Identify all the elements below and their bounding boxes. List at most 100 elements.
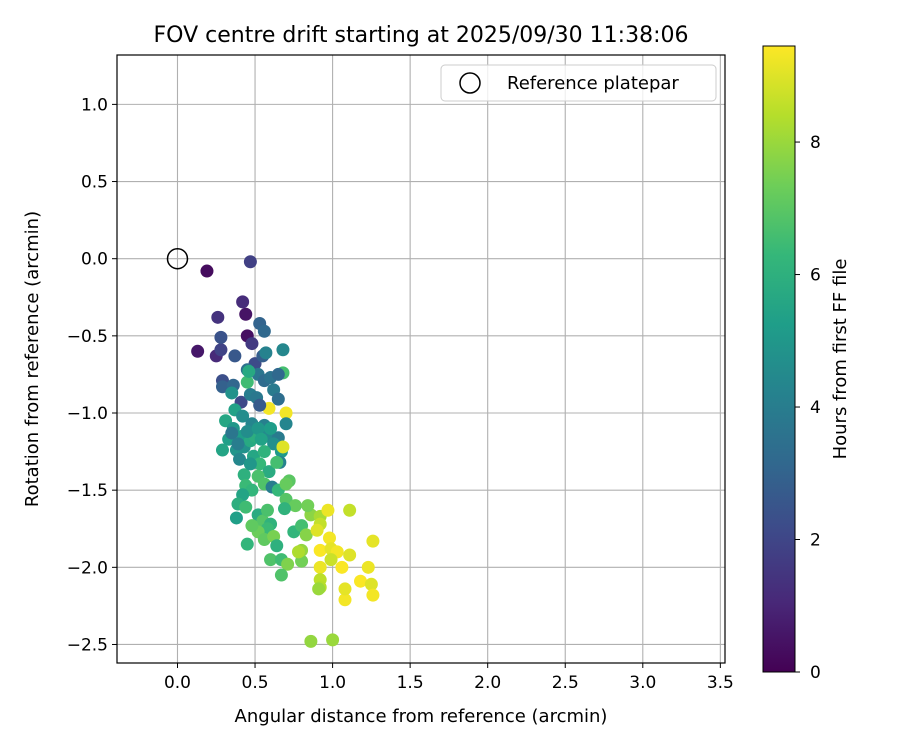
y-tick-label: −1.5 [67, 481, 108, 501]
scatter-point [236, 409, 250, 423]
x-tick-label: 3.0 [629, 673, 656, 693]
y-tick-label: 0.0 [81, 250, 108, 270]
y-tick-label: −2.0 [67, 558, 108, 578]
scatter-point [338, 582, 352, 596]
scatter-point [240, 425, 254, 439]
scatter-point [229, 511, 243, 525]
scatter-point [304, 634, 318, 648]
scatter-point [236, 295, 250, 309]
legend: Reference platepar [440, 64, 717, 102]
scatter-point [214, 330, 228, 344]
scatter-point [343, 503, 357, 517]
x-tick-label: 0.5 [242, 673, 269, 693]
colorbar-tick-label: 8 [810, 133, 821, 153]
scatter-point [343, 548, 357, 562]
scatter-point [215, 380, 229, 394]
scatter-point [225, 426, 239, 440]
colorbar-ticks: 0 2 4 6 8 [795, 133, 821, 683]
scatter-point [364, 577, 378, 591]
scatter-point [366, 588, 380, 602]
scatter-point [239, 500, 253, 514]
scatter-point [313, 543, 327, 557]
scatter-point [322, 531, 336, 545]
scatter-point [270, 455, 284, 469]
scatter-point [211, 310, 225, 324]
scatter-point [191, 344, 205, 358]
scatter-point [271, 367, 285, 381]
scatter-point [245, 337, 259, 351]
x-tick-label: 2.0 [474, 673, 501, 693]
scatter-point [291, 545, 305, 559]
scatter-point [260, 503, 274, 517]
scatter-point [243, 457, 257, 471]
scatter-point [239, 307, 253, 321]
scatter-point [257, 445, 271, 459]
y-tick-label: −0.5 [67, 327, 108, 347]
scatter-point [338, 593, 352, 607]
scatter-point [278, 502, 292, 516]
y-tick-label: −2.5 [67, 635, 108, 655]
scatter-point [237, 468, 251, 482]
scatter-point [361, 560, 375, 574]
scatter-point [279, 477, 293, 491]
plot-area [117, 55, 725, 663]
colorbar-tick-label: 4 [810, 398, 821, 418]
grid [117, 55, 725, 663]
scatter-point [254, 432, 268, 446]
colorbar-tick-label: 6 [810, 266, 821, 286]
chart-title: FOV centre drift starting at 2025/09/30 … [154, 23, 689, 48]
scatter-point [253, 457, 267, 471]
scatter-point [321, 503, 335, 517]
scatter-point [310, 523, 324, 537]
x-tick-label: 1.0 [319, 673, 346, 693]
scatter-point [324, 553, 338, 567]
scatter-point [281, 557, 295, 571]
scatter-point [301, 499, 315, 513]
y-tick-label: 1.0 [81, 95, 108, 115]
scatter-point [262, 465, 276, 479]
x-axis-ticks: 0.0 0.5 1.0 1.5 2.0 2.5 3.0 3.5 [164, 663, 734, 693]
scatter-point [288, 499, 302, 513]
legend-box [440, 64, 717, 102]
scatter-point [271, 392, 285, 406]
scatter-point [259, 346, 273, 360]
scatter-point [279, 417, 293, 431]
scatter-point [312, 582, 326, 596]
scatter-point [279, 406, 293, 420]
y-tick-label: 0.5 [81, 173, 108, 193]
x-tick-label: 0.0 [164, 673, 191, 693]
scatter-point [326, 633, 340, 647]
colorbar-tick-label: 2 [810, 531, 821, 551]
colorbar [763, 46, 795, 672]
scatter-point [240, 375, 254, 389]
scatter-point [215, 443, 229, 457]
colorbar-frame [762, 45, 796, 673]
scatter-point [214, 343, 228, 357]
scatter-point [335, 560, 349, 574]
legend-reference-marker [459, 72, 481, 94]
y-axis-ticks: 1.0 0.5 0.0 −0.5 −1.0 −1.5 −2.0 −2.5 [67, 95, 117, 655]
scatter-point [231, 437, 245, 451]
y-axis-label: Rotation from reference (arcmin) [22, 211, 43, 507]
scatter-point [233, 452, 247, 466]
scatter-point [276, 343, 290, 357]
scatter-point [354, 574, 368, 588]
scatter-point [253, 398, 267, 412]
scatter-point [225, 386, 239, 400]
scatter-point [274, 568, 288, 582]
scatter-point [264, 421, 278, 435]
scatter-point [313, 560, 327, 574]
legend-entry-reference: Reference platepar [507, 73, 679, 94]
scatter-point [242, 364, 256, 378]
x-tick-label: 3.5 [707, 673, 734, 693]
y-tick-label: −1.0 [67, 404, 108, 424]
scatter-point [257, 324, 271, 338]
scatter-point [243, 255, 257, 269]
colorbar-label: Hours from first FF file [830, 259, 851, 460]
scatter-point [264, 553, 278, 567]
scatter-point [228, 349, 242, 363]
x-axis-label: Angular distance from reference (arcmin) [235, 706, 608, 727]
scatter-point [276, 440, 290, 454]
scatter-point [366, 534, 380, 548]
